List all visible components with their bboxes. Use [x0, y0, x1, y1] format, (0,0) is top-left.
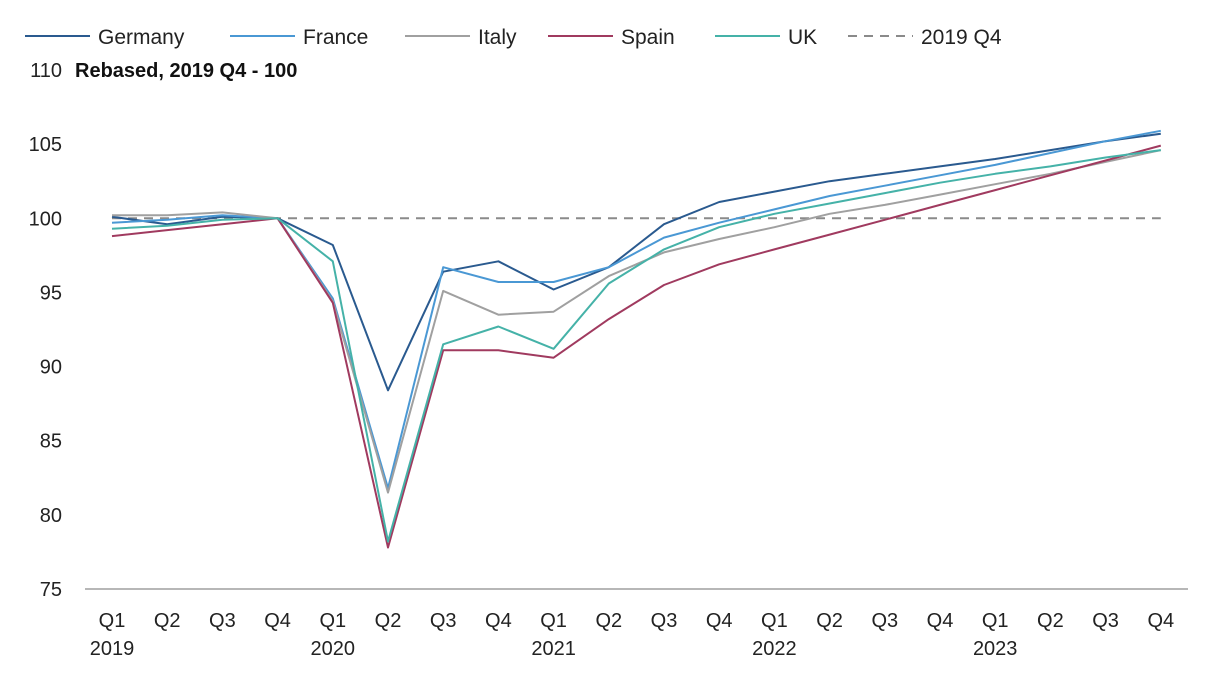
legend-item-uk: UK — [715, 26, 817, 49]
y-tick-label: 85 — [40, 431, 62, 453]
series-line-uk — [111, 149, 1161, 543]
x-tick-label: Q3 — [430, 610, 457, 632]
x-tick-label: Q3 — [209, 610, 236, 632]
y-tick-label: 105 — [29, 134, 62, 156]
legend-item-spain: Spain — [548, 26, 675, 49]
x-tick-label: Q2 — [1037, 610, 1064, 632]
legend-label: Italy — [478, 26, 517, 49]
legend-item-2019-q4: 2019 Q4 — [848, 26, 1002, 49]
x-year-label: 2021 — [531, 638, 576, 660]
x-year-label: 2019 — [90, 638, 135, 660]
series-line-spain — [111, 144, 1162, 549]
series-line-italy — [112, 149, 1162, 494]
x-tick-label: Q1 — [982, 610, 1009, 632]
y-tick-label: 90 — [40, 357, 62, 379]
y-tick-label: 100 — [29, 208, 62, 230]
y-axis-label: Rebased, 2019 Q4 - 100 — [75, 60, 297, 82]
y-axis: 75 80 85 90 95 100 105 110 — [29, 60, 62, 601]
x-axis: Q1 Q2 Q3 Q4 Q1 Q2 Q3 Q4 Q1 Q2 Q3 Q4 Q1 Q2 Q3 Q4 Q1 Q2 Q3 Q4… — [90, 610, 1174, 660]
y-tick-label: 95 — [40, 282, 62, 304]
legend-item-germany: Germany — [25, 26, 185, 49]
x-tick-label: Q1 — [99, 610, 126, 632]
legend-item-italy: Italy — [405, 26, 517, 49]
x-year-label: 2023 — [973, 638, 1018, 660]
x-tick-label: Q4 — [1147, 610, 1174, 632]
x-tick-label: Q1 — [319, 610, 346, 632]
x-tick-label: Q4 — [927, 610, 954, 632]
legend-item-france: France — [230, 26, 368, 49]
x-tick-label: Q3 — [1092, 610, 1119, 632]
x-tick-label: Q1 — [761, 610, 788, 632]
x-year-label: 2022 — [752, 638, 797, 660]
x-tick-label: Q3 — [651, 610, 678, 632]
series-layer — [111, 129, 1162, 549]
y-tick-label: 80 — [40, 505, 62, 527]
x-tick-label: Q4 — [264, 610, 291, 632]
x-tick-label: Q4 — [706, 610, 733, 632]
legend: Germany France Italy Spain UK 2019 Q4 — [25, 26, 1002, 49]
series-line-germany — [111, 132, 1161, 392]
x-tick-label: Q2 — [595, 610, 622, 632]
x-tick-label: Q2 — [375, 610, 402, 632]
x-tick-label: Q2 — [154, 610, 181, 632]
legend-label: Spain — [621, 26, 675, 49]
y-tick-label: 110 — [30, 60, 62, 82]
legend-label: France — [303, 26, 368, 49]
legend-label: Germany — [98, 26, 185, 49]
series-line-france — [111, 129, 1161, 490]
y-tick-label: 75 — [40, 579, 62, 601]
x-year-label: 2020 — [311, 638, 356, 660]
x-tick-label: Q2 — [816, 610, 843, 632]
x-tick-label: Q4 — [485, 610, 512, 632]
x-tick-label: Q1 — [540, 610, 567, 632]
x-tick-label: Q3 — [871, 610, 898, 632]
legend-label: 2019 Q4 — [921, 26, 1002, 49]
legend-label: UK — [788, 26, 817, 49]
